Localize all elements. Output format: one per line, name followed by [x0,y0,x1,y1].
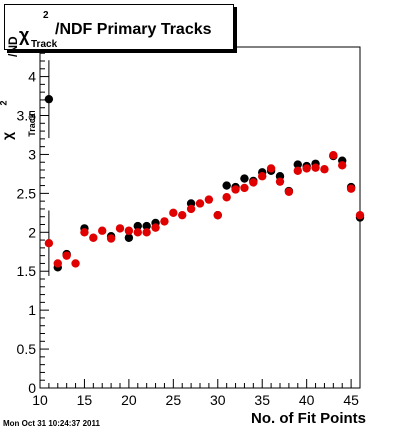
x-tick-label: 35 [254,392,270,408]
y-axis-title-subscript: Track [26,113,37,137]
y-axis-title-superscript: 2 [0,100,9,105]
data-point-red [311,163,320,172]
y-tick-label: 4 [28,69,36,85]
y-tick-label: 0 [28,380,36,396]
data-point-red [338,161,347,170]
data-point-red [293,166,302,175]
x-tick-label: 45 [343,392,359,408]
x-tick-label: 20 [121,392,137,408]
data-point-red [204,195,214,204]
data-point-red [98,226,107,235]
data-point-red [169,208,178,218]
data-point-red [80,228,89,237]
x-tick-label: 40 [299,392,315,408]
data-point-red [266,164,276,173]
data-point-black [133,221,142,231]
y-tick-label: 3.5 [17,108,37,124]
data-point-black [240,174,249,183]
y-tick-label: 0.5 [17,341,37,357]
data-point-red [151,223,160,232]
data-point-red [346,184,356,193]
data-point-red [53,259,62,268]
data-point-red [124,226,134,235]
x-tick-label: 15 [77,392,93,408]
data-point-red [44,238,54,248]
data-point-red [160,217,169,226]
data-point-black [124,233,134,242]
chart-title: /NDF Primary Tracks [55,21,212,38]
data-point-black [142,221,151,231]
x-axis-title: No. of Fit Points [251,410,366,427]
data-point-red [195,199,205,208]
data-point-red [89,233,98,242]
title-superscript: 2 [43,10,49,21]
y-axis-title-chi: χ [0,131,16,141]
data-point-red [275,177,285,186]
y-tick-label: 1 [28,302,36,318]
y-axis-title: /ND [6,36,20,57]
x-tick-label: 30 [210,392,226,408]
data-point-red [106,234,116,243]
data-point-red [71,259,80,268]
data-point-red [213,210,222,220]
y-tick-label: 2 [28,224,36,240]
title-chi-symbol: χ [19,25,30,45]
x-tick-label: 10 [32,392,48,408]
data-point-red [186,204,196,214]
data-point-black [293,160,302,169]
plot-frame [39,46,361,389]
data-point-black [222,181,231,190]
data-point-red [231,185,240,194]
data-point-red [62,251,71,260]
data-point-red [240,183,249,193]
data-point-red [222,193,231,202]
data-point-red [142,228,151,237]
data-point-red [329,151,338,160]
timestamp: Mon Oct 31 10:24:37 2011 [3,419,100,428]
data-point-red [355,210,365,220]
y-tick-label: 2.5 [17,185,37,201]
data-point-red [115,224,125,233]
data-point-red [258,172,267,181]
chart-title-box: χ 2 Track /NDF Primary Tracks [4,4,234,50]
x-tick-label: 25 [166,392,182,408]
y-tick-label: 1.5 [17,263,37,279]
data-point-red [302,164,311,173]
data-point-red [320,165,329,174]
data-point-red [249,178,258,187]
data-point-red [133,228,142,237]
data-point-red [284,187,294,197]
data-point-black [44,94,54,104]
title-subscript: Track [31,39,58,50]
data-point-red [178,210,187,220]
y-tick-label: 3 [28,146,36,162]
